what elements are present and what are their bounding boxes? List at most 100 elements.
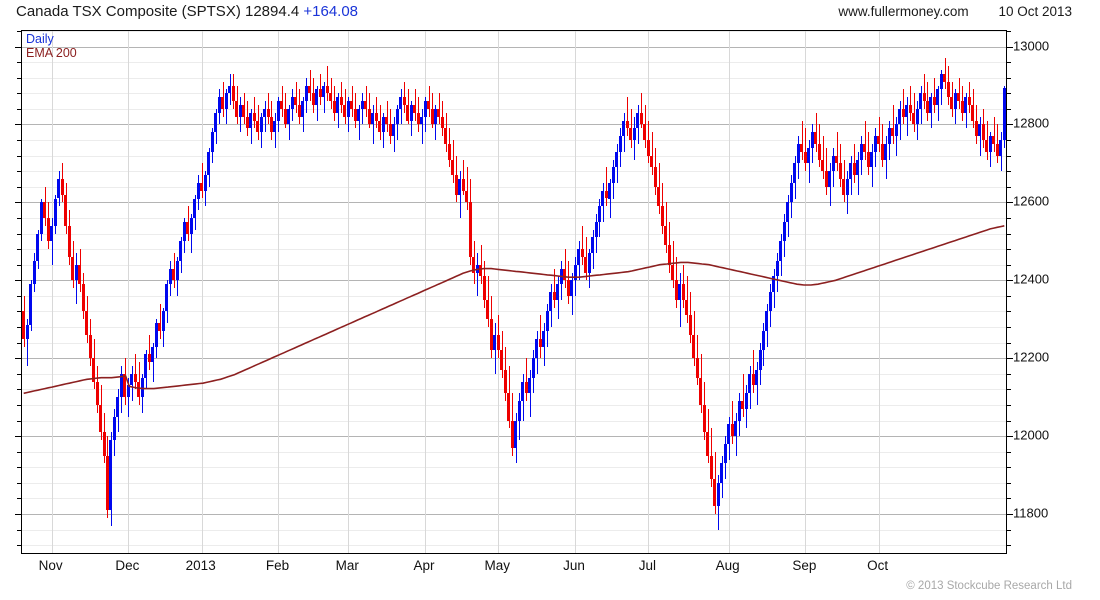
candle-body (542, 330, 545, 347)
candle-body (239, 105, 242, 117)
candle-body (172, 268, 175, 281)
candle-body (92, 358, 95, 382)
candle-body (368, 108, 371, 125)
x-axis-tick-label: Sep (792, 558, 817, 573)
candle-body (577, 249, 580, 265)
candle-body (106, 455, 109, 511)
axis-tick (1006, 311, 1011, 312)
candle-body (85, 311, 88, 335)
candle-body (825, 171, 828, 187)
candle-body (127, 385, 130, 398)
axis-tick (17, 452, 22, 453)
gridline-minor (22, 530, 1006, 531)
candle-body (525, 381, 528, 394)
axis-tick (17, 187, 22, 188)
axis-tick (1006, 545, 1011, 546)
candle-body (134, 373, 137, 382)
gridline-minor (22, 93, 1006, 94)
candle-body (36, 233, 39, 261)
gridline-vertical (128, 31, 129, 553)
candle-body (867, 151, 870, 168)
candle-body (179, 241, 182, 261)
axis-tick (1006, 327, 1011, 328)
candle-wick (823, 136, 824, 180)
candle-body (465, 190, 468, 203)
candle-body (657, 186, 660, 207)
candle-body (378, 120, 381, 133)
candle-body (745, 393, 748, 409)
axis-tick (17, 405, 22, 406)
candle-body (277, 101, 280, 121)
candle-body (800, 143, 803, 152)
y-axis-tick-label: 12600 (1013, 193, 1050, 209)
candle-body (26, 325, 29, 339)
candle-body (315, 89, 318, 105)
candle-wick (910, 85, 911, 121)
y-axis-tick-label: 12800 (1013, 115, 1050, 131)
candle-body (839, 163, 842, 180)
candle-body (507, 393, 510, 421)
gridline-major (22, 47, 1006, 48)
candle-body (842, 179, 845, 195)
candle-body (926, 101, 929, 113)
candle-wick (865, 120, 866, 160)
candle-wick (331, 77, 332, 109)
candle-body (458, 179, 461, 195)
candle-body (807, 147, 810, 164)
candle-body (451, 159, 454, 176)
candle-body (996, 143, 999, 156)
axis-tick (15, 280, 22, 281)
candle-wick (27, 319, 28, 366)
candle-body (155, 323, 158, 347)
candle-body (849, 163, 852, 180)
candle-body (225, 93, 228, 109)
axis-tick (15, 124, 22, 125)
axis-tick (15, 514, 22, 515)
gridline-vertical (202, 31, 203, 553)
candle-body (158, 323, 161, 331)
legend-item-daily: Daily (26, 32, 54, 46)
candle-body (291, 97, 294, 109)
candle-body (661, 206, 664, 226)
candle-body (382, 116, 385, 133)
gridline-minor (22, 78, 1006, 79)
candle-wick (554, 268, 555, 308)
y-axis-tick-label: 12000 (1013, 427, 1050, 443)
candle-body (961, 101, 964, 113)
candle-body (933, 97, 936, 105)
axis-tick (17, 249, 22, 250)
candle-body (399, 97, 402, 109)
candle-body (486, 299, 489, 320)
candle-body (588, 253, 591, 273)
gridline-minor (22, 109, 1006, 110)
candle-body (43, 202, 46, 218)
y-axis-tick-label: 12200 (1013, 349, 1050, 365)
axis-tick (1006, 265, 1011, 266)
candle-body (176, 260, 179, 281)
candle-body (500, 350, 503, 370)
candle-body (598, 206, 601, 222)
page-title: Canada TSX Composite (SPTSX) 12894.4 +16… (16, 3, 358, 20)
axis-tick (1006, 296, 1011, 297)
legend-item-ema200: EMA 200 (26, 46, 77, 60)
candle-body (633, 128, 636, 141)
candle-body (902, 108, 905, 117)
chart-header: Canada TSX Composite (SPTSX) 12894.4 +16… (0, 0, 1100, 26)
candle-body (654, 167, 657, 187)
gridline-major (22, 280, 1006, 281)
candle-body (888, 128, 891, 144)
candle-body (33, 260, 36, 285)
candle-body (218, 97, 221, 113)
gridline-minor (22, 343, 1006, 344)
candle-wick (565, 249, 566, 289)
candle-body (403, 97, 406, 105)
candle-body (392, 124, 395, 137)
axis-tick (17, 389, 22, 390)
candle-body (71, 256, 74, 281)
x-axis-tick-label: 2013 (185, 558, 216, 573)
candle-body (490, 319, 493, 351)
gridline-vertical (648, 31, 649, 553)
candle-body (532, 358, 535, 378)
axis-tick (17, 296, 22, 297)
candle-body (267, 108, 270, 117)
